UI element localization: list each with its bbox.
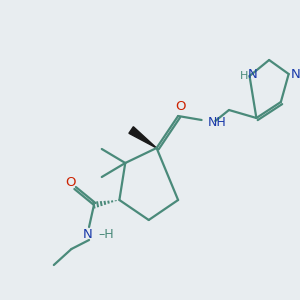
- Text: N: N: [83, 229, 93, 242]
- Text: H: H: [239, 71, 248, 81]
- Text: N: N: [248, 68, 257, 80]
- Text: NH: NH: [208, 116, 226, 128]
- Text: O: O: [65, 176, 76, 190]
- Polygon shape: [129, 127, 157, 148]
- Text: O: O: [175, 100, 185, 113]
- Text: –H: –H: [99, 229, 115, 242]
- Text: N: N: [291, 68, 300, 80]
